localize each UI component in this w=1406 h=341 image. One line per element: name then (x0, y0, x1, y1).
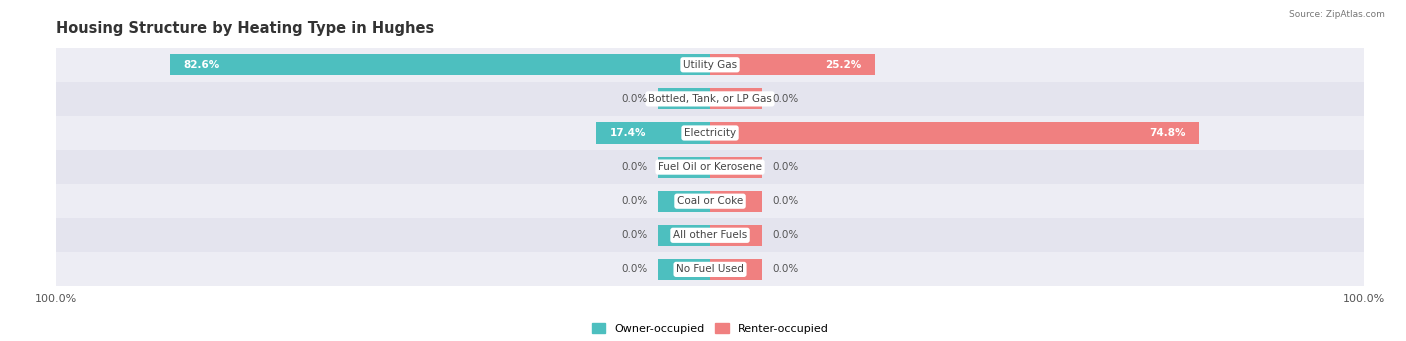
Bar (710, 122, 1199, 144)
Text: No Fuel Used: No Fuel Used (676, 264, 744, 275)
Text: 0.0%: 0.0% (772, 196, 799, 206)
Text: Fuel Oil or Kerosene: Fuel Oil or Kerosene (658, 162, 762, 172)
Bar (658, 157, 710, 178)
Bar (56, 218, 1364, 252)
Text: All other Fuels: All other Fuels (673, 230, 747, 240)
Text: Electricity: Electricity (683, 128, 737, 138)
Text: 25.2%: 25.2% (825, 60, 862, 70)
Legend: Owner-occupied, Renter-occupied: Owner-occupied, Renter-occupied (588, 318, 832, 338)
Bar (710, 157, 762, 178)
Bar (56, 184, 1364, 218)
Text: 0.0%: 0.0% (621, 94, 648, 104)
Text: 0.0%: 0.0% (772, 94, 799, 104)
Text: 74.8%: 74.8% (1150, 128, 1187, 138)
Text: 0.0%: 0.0% (772, 230, 799, 240)
Bar (56, 116, 1364, 150)
Bar (56, 48, 1364, 82)
Text: Bottled, Tank, or LP Gas: Bottled, Tank, or LP Gas (648, 94, 772, 104)
Text: Housing Structure by Heating Type in Hughes: Housing Structure by Heating Type in Hug… (56, 21, 434, 36)
Bar (56, 150, 1364, 184)
Bar (710, 191, 762, 212)
Text: 82.6%: 82.6% (183, 60, 219, 70)
Text: 0.0%: 0.0% (621, 264, 648, 275)
Bar (56, 252, 1364, 286)
Bar (710, 225, 762, 246)
Bar (658, 225, 710, 246)
Text: 0.0%: 0.0% (621, 162, 648, 172)
Bar (710, 259, 762, 280)
Text: 0.0%: 0.0% (621, 196, 648, 206)
Bar (658, 259, 710, 280)
Bar (596, 122, 710, 144)
Bar (710, 54, 875, 75)
Text: Source: ZipAtlas.com: Source: ZipAtlas.com (1289, 10, 1385, 19)
Text: 0.0%: 0.0% (772, 162, 799, 172)
Text: 0.0%: 0.0% (772, 264, 799, 275)
Bar (56, 82, 1364, 116)
Bar (658, 88, 710, 109)
Text: Utility Gas: Utility Gas (683, 60, 737, 70)
Bar (710, 88, 762, 109)
Text: 0.0%: 0.0% (621, 230, 648, 240)
Text: 17.4%: 17.4% (609, 128, 645, 138)
Bar (170, 54, 710, 75)
Bar (658, 191, 710, 212)
Text: Coal or Coke: Coal or Coke (676, 196, 744, 206)
